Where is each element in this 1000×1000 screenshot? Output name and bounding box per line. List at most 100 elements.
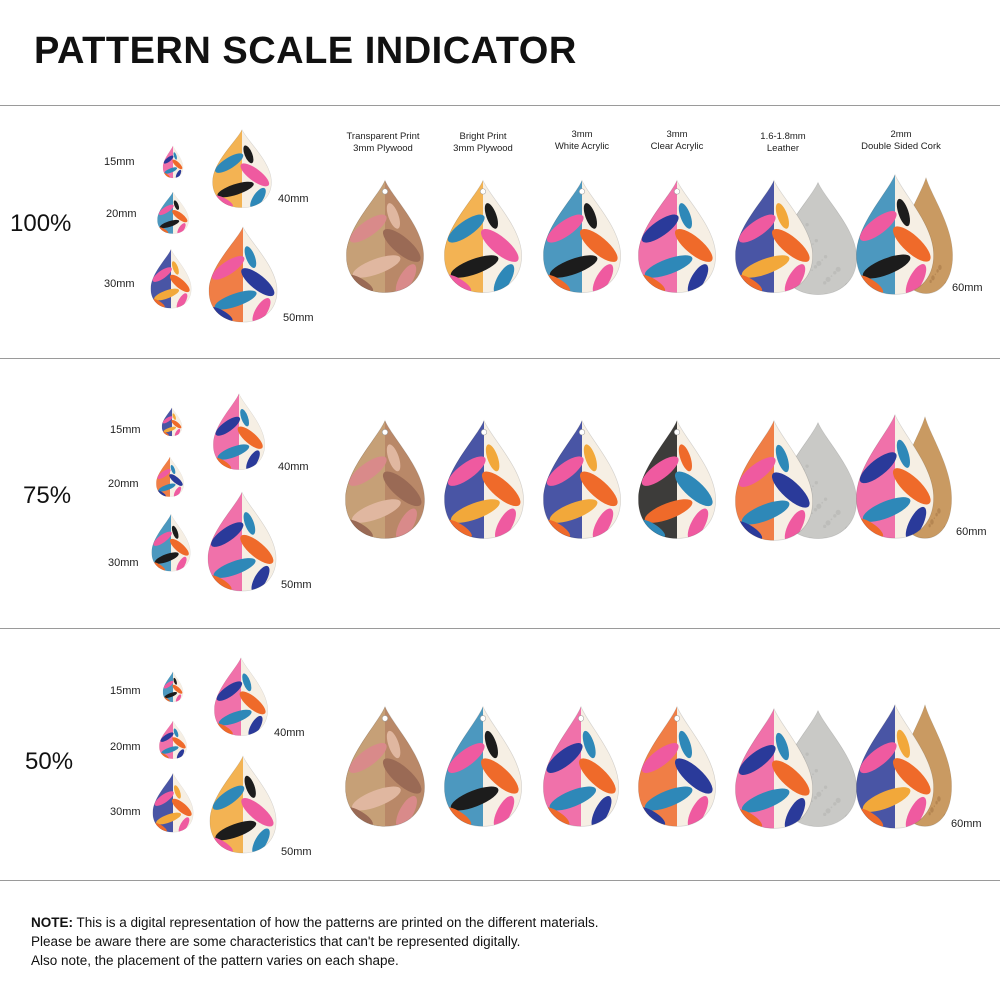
sample-cork [853,702,937,832]
divider [0,105,1000,106]
size-label-60mm: 60mm [952,282,983,294]
sample-white-acrylic [540,178,624,296]
teardrop-pattern-graphic [543,419,621,539]
sample-40mm [212,656,270,738]
divider [0,628,1000,629]
teardrop-pattern-graphic [161,407,183,437]
sample-bright-plywood [441,418,527,542]
sample-transparent-plywood [342,704,428,830]
scale-label-75: 75% [23,482,72,509]
column-label-clear-acrylic: 3mm Clear Acrylic [650,129,704,152]
divider [0,358,1000,359]
sample-leather [732,178,816,296]
note-line-3: Also note, the placement of the pattern … [31,953,399,968]
size-label-50mm: 50mm [283,312,314,324]
scale-label-100: 100% [10,210,72,237]
sample-50mm [207,754,279,856]
sample-leather [732,418,816,544]
note-bold-label: NOTE: [31,915,73,930]
size-label-60mm: 60mm [956,526,987,538]
column-label-bright-plywood: Bright Print 3mm Plywood [453,131,513,154]
sample-20mm [155,456,185,498]
size-label-60mm: 60mm [951,818,982,830]
teardrop-pattern-graphic [208,226,278,323]
sample-bright-plywood [441,178,525,296]
sample-40mm [211,392,267,472]
teardrop-pattern-graphic [444,179,522,293]
sample-white-acrylic [540,704,622,830]
teardrop-pattern-graphic [156,456,184,497]
sample-transparent-plywood [342,418,428,542]
teardrop-pattern-graphic [638,705,716,827]
sample-15mm [161,407,183,437]
sample-15mm [162,671,184,703]
teardrop-pattern-graphic [856,703,934,829]
sample-30mm [150,513,192,573]
sample-clear-acrylic [635,418,719,542]
size-label-40mm: 40mm [278,193,309,205]
column-label-cork: 2mm Double Sided Cork [861,129,941,152]
teardrop-pattern-graphic [152,772,194,833]
teardrop-pattern-graphic [151,513,191,572]
size-label-15mm: 15mm [104,156,135,168]
size-label-20mm: 20mm [106,208,137,220]
sample-transparent-plywood [343,178,427,296]
sample-cork [853,172,937,298]
teardrop-pattern-graphic [162,145,184,179]
size-label-15mm: 15mm [110,685,141,697]
size-label-30mm: 30mm [108,557,139,569]
teardrop-pattern-graphic [207,491,277,592]
sample-30mm [149,248,193,310]
teardrop-pattern-graphic [444,705,522,827]
teardrop-pattern-graphic [638,179,716,293]
column-label-transparent-plywood: Transparent Print 3mm Plywood [346,131,420,154]
teardrop-pattern-graphic [345,419,425,539]
size-label-40mm: 40mm [278,461,309,473]
sample-white-acrylic [540,418,624,542]
sample-50mm [206,225,280,325]
teardrop-pattern-graphic [735,419,813,541]
teardrop-pattern-graphic [213,393,265,470]
teardrop-pattern-graphic [735,179,813,293]
disclaimer-note: NOTE: This is a digital representation o… [31,913,599,970]
column-label-leather: 1.6-1.8mm Leather [760,131,806,154]
sample-30mm [151,772,195,834]
teardrop-pattern-graphic [345,705,425,827]
sample-bright-plywood [441,704,525,830]
sample-40mm [210,128,274,210]
sample-20mm [158,720,188,760]
sample-20mm [156,191,190,235]
sample-leather [732,706,816,832]
page-title: PATTERN SCALE INDICATOR [34,30,577,72]
sample-clear-acrylic [635,178,719,296]
sample-clear-acrylic [635,704,719,830]
size-label-30mm: 30mm [110,806,141,818]
teardrop-pattern-graphic [856,413,934,539]
teardrop-pattern-graphic [346,179,424,293]
size-label-20mm: 20mm [110,741,141,753]
teardrop-pattern-graphic [150,248,192,309]
teardrop-pattern-graphic [856,173,934,295]
sample-cork [853,412,937,542]
teardrop-pattern-graphic [157,191,189,234]
column-label-white-acrylic: 3mm White Acrylic [554,129,610,152]
sample-50mm [205,490,279,594]
note-line-1: This is a digital representation of how … [73,915,599,930]
teardrop-pattern-graphic [735,707,813,829]
scale-label-50: 50% [25,748,74,775]
note-line-2: Please be aware there are some character… [31,934,521,949]
teardrop-pattern-graphic [543,179,621,293]
size-label-20mm: 20mm [108,478,139,490]
divider [0,880,1000,881]
size-label-30mm: 30mm [104,278,135,290]
teardrop-pattern-graphic [214,657,268,736]
teardrop-pattern-graphic [638,419,716,539]
size-label-50mm: 50mm [281,579,312,591]
teardrop-pattern-graphic [159,720,187,759]
teardrop-pattern-graphic [212,129,272,208]
size-label-40mm: 40mm [274,727,305,739]
teardrop-pattern-graphic [209,755,277,854]
teardrop-pattern-graphic [162,671,184,703]
size-label-50mm: 50mm [281,846,312,858]
teardrop-pattern-graphic [444,419,524,539]
